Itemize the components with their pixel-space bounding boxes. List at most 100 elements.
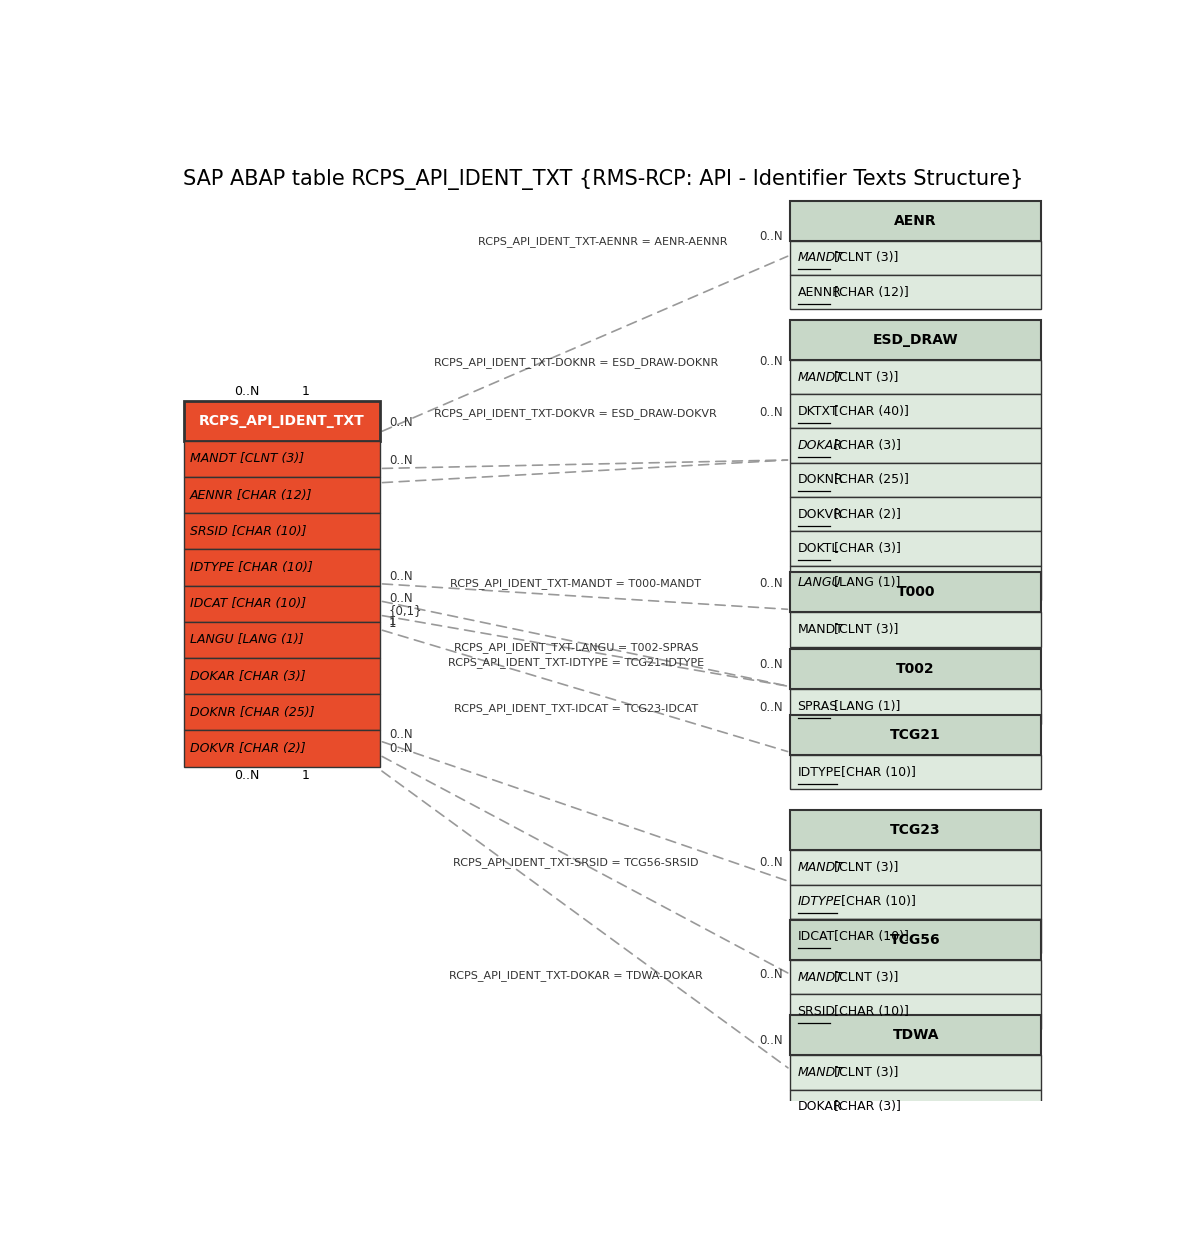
Text: 0..N: 0..N — [388, 591, 412, 605]
Text: TCG23: TCG23 — [890, 824, 940, 837]
Bar — [790, 884, 1040, 919]
Text: IDTYPE: IDTYPE — [798, 896, 842, 908]
Bar — [184, 694, 380, 730]
Text: 0..N: 0..N — [388, 417, 412, 429]
Text: DOKAR [CHAR (3)]: DOKAR [CHAR (3)] — [189, 669, 306, 683]
Bar — [790, 715, 1040, 755]
Text: [CLNT (3)]: [CLNT (3)] — [830, 971, 899, 983]
Text: RCPS_API_IDENT_TXT-DOKAR = TDWA-DOKAR: RCPS_API_IDENT_TXT-DOKAR = TDWA-DOKAR — [448, 970, 703, 981]
Text: [CHAR (25)]: [CHAR (25)] — [830, 474, 909, 486]
Text: TCG56: TCG56 — [890, 933, 940, 948]
Bar — [790, 960, 1040, 995]
Bar — [790, 649, 1040, 689]
Text: RCPS_API_IDENT_TXT-DOKVR = ESD_DRAW-DOKVR: RCPS_API_IDENT_TXT-DOKVR = ESD_DRAW-DOKV… — [434, 408, 717, 418]
Bar — [790, 755, 1040, 789]
Text: ESD_DRAW: ESD_DRAW — [873, 333, 958, 346]
Text: RCPS_API_IDENT_TXT-MANDT = T000-MANDT: RCPS_API_IDENT_TXT-MANDT = T000-MANDT — [451, 578, 701, 589]
Text: 0..N: 0..N — [388, 727, 412, 741]
Text: 0..N: 0..N — [234, 769, 259, 783]
Text: [CHAR (3)]: [CHAR (3)] — [830, 542, 902, 555]
Text: 1: 1 — [388, 617, 397, 630]
Text: [CHAR (2)]: [CHAR (2)] — [830, 507, 902, 521]
Bar — [184, 730, 380, 767]
Bar — [790, 320, 1040, 360]
Bar — [790, 395, 1040, 428]
Text: 0..N: 0..N — [759, 701, 783, 714]
Bar — [790, 1016, 1040, 1055]
Text: MANDT: MANDT — [798, 1066, 844, 1079]
Text: 0..N: 0..N — [759, 406, 783, 419]
Text: AENNR: AENNR — [798, 286, 842, 299]
Text: 0..N: 0..N — [388, 454, 412, 468]
Text: {0,1}: {0,1} — [388, 604, 423, 617]
Text: [CHAR (3)]: [CHAR (3)] — [830, 439, 902, 452]
Text: SPRAS: SPRAS — [798, 700, 838, 713]
Text: 0..N: 0..N — [759, 355, 783, 369]
Text: DOKVR: DOKVR — [798, 507, 843, 521]
Text: [CHAR (12)]: [CHAR (12)] — [830, 286, 909, 299]
Bar — [790, 428, 1040, 463]
Text: [CHAR (10)]: [CHAR (10)] — [837, 766, 916, 779]
Bar — [790, 275, 1040, 309]
Text: 1: 1 — [388, 615, 397, 628]
Bar — [184, 549, 380, 585]
Text: T000: T000 — [897, 585, 935, 599]
Bar — [184, 513, 380, 549]
Text: [CLNT (3)]: [CLNT (3)] — [830, 861, 899, 875]
Bar — [790, 919, 1040, 954]
Text: 0..N: 0..N — [759, 578, 783, 590]
Bar — [790, 1055, 1040, 1090]
Text: SRSID: SRSID — [798, 1004, 836, 1018]
Bar — [790, 573, 1040, 612]
Text: [CLNT (3)]: [CLNT (3)] — [830, 371, 899, 383]
Text: TCG21: TCG21 — [890, 729, 940, 742]
Text: 0..N: 0..N — [759, 967, 783, 981]
Bar — [184, 477, 380, 513]
Bar — [790, 360, 1040, 395]
Text: LANGU: LANGU — [798, 576, 842, 589]
Text: IDCAT: IDCAT — [798, 930, 834, 943]
Text: RCPS_API_IDENT_TXT-SRSID = TCG56-SRSID: RCPS_API_IDENT_TXT-SRSID = TCG56-SRSID — [453, 857, 699, 868]
Text: IDTYPE: IDTYPE — [798, 766, 842, 779]
Bar — [790, 200, 1040, 241]
Text: MANDT [CLNT (3)]: MANDT [CLNT (3)] — [189, 453, 304, 465]
Text: [CHAR (10)]: [CHAR (10)] — [830, 930, 909, 943]
Text: 0..N: 0..N — [388, 569, 412, 583]
Text: DKTXT: DKTXT — [798, 404, 838, 418]
Text: [LANG (1)]: [LANG (1)] — [830, 576, 900, 589]
Text: SAP ABAP table RCPS_API_IDENT_TXT {RMS-RCP: API - Identifier Texts Structure}: SAP ABAP table RCPS_API_IDENT_TXT {RMS-R… — [184, 169, 1023, 190]
Text: [CHAR (10)]: [CHAR (10)] — [837, 896, 916, 908]
Text: MANDT: MANDT — [798, 371, 844, 383]
Text: 1: 1 — [301, 385, 310, 398]
Text: LANGU [LANG (1)]: LANGU [LANG (1)] — [189, 633, 304, 647]
Text: DOKAR: DOKAR — [798, 1100, 842, 1113]
Bar — [184, 622, 380, 658]
Text: 0..N: 0..N — [759, 230, 783, 242]
Text: 0..N: 0..N — [759, 658, 783, 672]
Text: [CHAR (40)]: [CHAR (40)] — [830, 404, 909, 418]
Text: MANDT: MANDT — [798, 971, 844, 983]
Bar — [790, 1090, 1040, 1123]
Bar — [790, 612, 1040, 647]
Text: 0..N: 0..N — [234, 385, 259, 398]
Bar — [184, 401, 380, 440]
Bar — [184, 658, 380, 694]
Text: [CLNT (3)]: [CLNT (3)] — [830, 251, 899, 265]
Text: RCPS_API_IDENT_TXT-IDTYPE = TCG21-IDTYPE: RCPS_API_IDENT_TXT-IDTYPE = TCG21-IDTYPE — [447, 657, 704, 668]
Text: IDTYPE [CHAR (10)]: IDTYPE [CHAR (10)] — [189, 562, 313, 574]
Text: RCPS_API_IDENT_TXT-AENNR = AENR-AENNR: RCPS_API_IDENT_TXT-AENNR = AENR-AENNR — [479, 236, 727, 247]
Bar — [790, 565, 1040, 600]
Text: MANDT: MANDT — [798, 861, 844, 875]
Text: [CLNT (3)]: [CLNT (3)] — [830, 623, 899, 636]
Text: MANDT: MANDT — [798, 251, 844, 265]
Text: 0..N: 0..N — [759, 1034, 783, 1048]
Text: DOKVR [CHAR (2)]: DOKVR [CHAR (2)] — [189, 742, 306, 755]
Text: RCPS_API_IDENT_TXT-DOKNR = ESD_DRAW-DOKNR: RCPS_API_IDENT_TXT-DOKNR = ESD_DRAW-DOKN… — [433, 357, 718, 369]
Text: AENR: AENR — [895, 214, 937, 228]
Text: RCPS_API_IDENT_TXT-IDCAT = TCG23-IDCAT: RCPS_API_IDENT_TXT-IDCAT = TCG23-IDCAT — [454, 703, 698, 714]
Text: 1: 1 — [301, 769, 310, 783]
Bar — [184, 440, 380, 477]
Text: DOKNR [CHAR (25)]: DOKNR [CHAR (25)] — [189, 706, 314, 719]
Text: RCPS_API_IDENT_TXT: RCPS_API_IDENT_TXT — [199, 414, 365, 428]
Text: MANDT: MANDT — [798, 623, 844, 636]
